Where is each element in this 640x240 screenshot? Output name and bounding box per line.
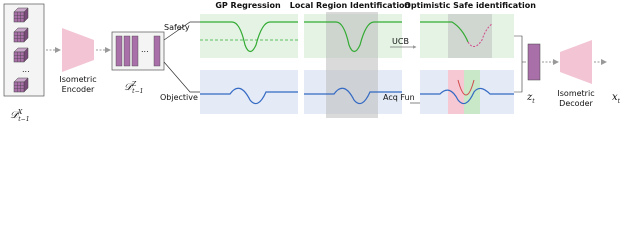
latent-point [527,43,541,81]
dots: ... [141,45,149,54]
encoder [62,28,94,72]
acq-curve [457,79,475,96]
math-main: 𝒟 [10,110,20,121]
safety-curve [200,21,298,53]
math-sub: t [532,98,535,105]
safety-label: Safety [164,23,190,32]
encoder-label: Encoder [62,85,95,94]
safety-curve [420,21,469,43]
math-main: x [612,92,618,103]
objective-curve [200,87,298,105]
objective-curve [304,87,402,105]
local-region [448,14,492,58]
cube [13,77,29,93]
region [448,70,464,114]
header: GP Regression [215,1,281,10]
objective-label: Objective [160,93,198,102]
decoder [560,40,592,84]
header: Local Region Identification [290,1,411,10]
math-sub: t−1 [132,88,143,95]
math-main: z [526,92,533,103]
math-main: 𝒟 [124,82,134,93]
x-label: xt [612,92,621,105]
math-sup: X [17,109,23,116]
local-region [326,12,378,118]
branch [163,21,200,93]
cube [13,27,29,43]
math-sub: t−1 [18,116,29,123]
math-sup: Z [131,81,137,88]
decoder-label: Isometric [557,89,594,98]
ucb-curve [467,23,493,47]
decoder-label: Decoder [559,99,593,108]
cube [13,47,29,63]
acq-label: Acq Fun [383,93,415,102]
header: Optimistic Safe identification [404,1,536,10]
math-sub: t [618,98,621,105]
region [464,70,480,114]
cube [13,7,29,23]
dataset-x-label: 𝒟X t−1 [10,109,30,123]
dataset-z-label: 𝒟Z t−1 [124,81,143,95]
dots: ... [22,65,30,74]
objective-curve [420,87,514,105]
safety-curve [304,21,402,53]
ucb-label: UCB [392,37,409,46]
merge [514,35,526,93]
encoder-label: Isometric [59,75,96,84]
z-label: zt [526,92,535,105]
figure: ... 𝒟X t−1 Isometric Encoder ... 𝒟Z t−1 Sa… [3,1,621,123]
